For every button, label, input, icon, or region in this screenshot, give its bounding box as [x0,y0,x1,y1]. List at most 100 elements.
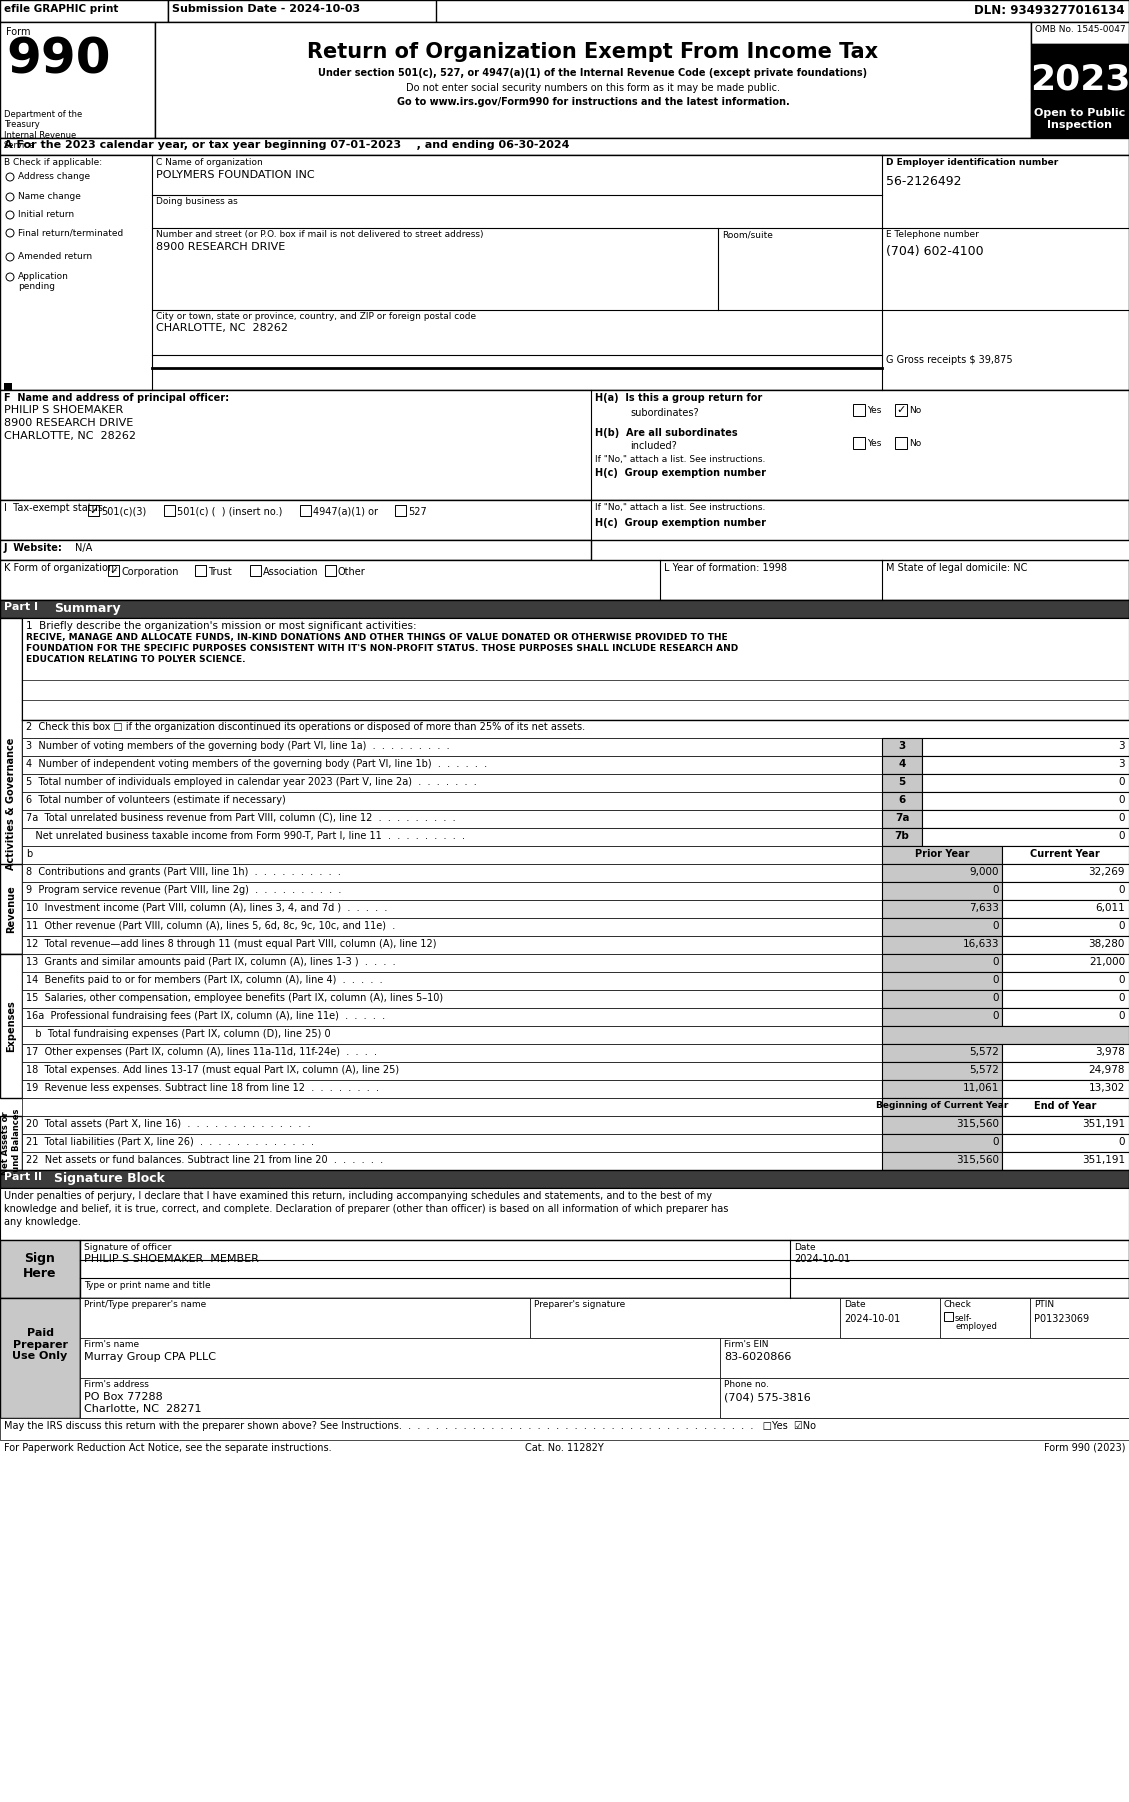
Text: any knowledge.: any knowledge. [5,1216,81,1227]
Text: employed: employed [955,1323,997,1332]
Text: Do not enter social security numbers on this form as it may be made public.: Do not enter social security numbers on … [406,83,780,94]
Text: Net unrelated business taxable income from Form 990-T, Part I, line 11  .  .  . : Net unrelated business taxable income fr… [26,831,465,842]
Text: 0: 0 [1119,1011,1124,1022]
Text: PTIN: PTIN [1034,1299,1054,1308]
Text: 527: 527 [408,506,427,517]
Text: 8900 RESEARCH DRIVE: 8900 RESEARCH DRIVE [156,241,286,252]
Text: b: b [26,849,33,860]
Bar [882,775,922,793]
Bar [1003,1133,1129,1151]
Text: 13,302: 13,302 [1088,1083,1124,1094]
Text: D Employer identification number: D Employer identification number [886,159,1058,168]
Text: Part II: Part II [5,1171,42,1182]
Text: Firm's address: Firm's address [84,1380,149,1389]
Text: efile GRAPHIC print: efile GRAPHIC print [5,4,119,14]
Text: b  Total fundraising expenses (Part IX, column (D), line 25) 0: b Total fundraising expenses (Part IX, c… [26,1029,331,1040]
Text: Under penalties of perjury, I declare that I have examined this return, includin: Under penalties of perjury, I declare th… [5,1191,712,1200]
Text: 7,633: 7,633 [969,903,999,914]
Text: 21  Total liabilities (Part X, line 26)  .  .  .  .  .  .  .  .  .  .  .  .  .: 21 Total liabilities (Part X, line 26) .… [26,1137,314,1148]
Text: 17  Other expenses (Part IX, column (A), lines 11a-11d, 11f-24e)  .  .  .  .: 17 Other expenses (Part IX, column (A), … [26,1047,377,1058]
Bar [720,1379,1129,1418]
Bar [882,1043,1003,1061]
Text: K Form of organization:: K Form of organization: [5,562,117,573]
Text: 16a  Professional fundraising fees (Part IX, column (A), line 11e)  .  .  .  .  : 16a Professional fundraising fees (Part … [26,1011,385,1022]
Bar [21,971,882,989]
Text: Expenses: Expenses [6,1000,16,1052]
Text: F  Name and address of principal officer:: F Name and address of principal officer: [5,393,229,404]
Text: I  Tax-exempt status:: I Tax-exempt status: [5,503,106,514]
Bar [882,971,1003,989]
Bar [882,863,1003,881]
Bar [0,1169,1129,1188]
Bar [21,845,882,863]
Text: 3,978: 3,978 [1095,1047,1124,1058]
Bar [882,1151,1003,1169]
Bar [922,793,1129,811]
Text: 3  Number of voting members of the governing body (Part VI, line 1a)  .  .  .  .: 3 Number of voting members of the govern… [26,741,449,751]
Text: 2023: 2023 [1030,61,1129,96]
Text: 315,560: 315,560 [956,1119,999,1130]
Text: Date: Date [794,1243,815,1252]
Text: City or town, state or province, country, and ZIP or foreign postal code: City or town, state or province, country… [156,312,476,321]
Bar [1003,1115,1129,1133]
Text: 11  Other revenue (Part VIII, column (A), lines 5, 6d, 8c, 9c, 10c, and 11e)  .: 11 Other revenue (Part VIII, column (A),… [26,921,395,932]
Bar [21,863,882,881]
Bar [21,618,1129,721]
Bar [168,0,436,22]
Text: PO Box 77288: PO Box 77288 [84,1391,163,1402]
Text: Address change: Address change [18,171,90,180]
Bar [882,1115,1003,1133]
Bar [0,22,155,139]
Text: Return of Organization Exempt From Income Tax: Return of Organization Exempt From Incom… [307,41,878,61]
Text: Preparer's signature: Preparer's signature [534,1299,625,1308]
Bar [21,1151,882,1169]
Text: 12  Total revenue—add lines 8 through 11 (must equal Part VIII, column (A), line: 12 Total revenue—add lines 8 through 11 … [26,939,437,950]
Text: Sign
Here: Sign Here [24,1252,56,1279]
Text: Amended return: Amended return [18,252,93,261]
Text: 0: 0 [1119,777,1124,787]
Text: 0: 0 [992,1011,999,1022]
Bar [1003,971,1129,989]
Text: 501(c)(3): 501(c)(3) [100,506,147,517]
Text: Doing business as: Doing business as [156,196,238,205]
Bar [21,935,882,953]
Bar [0,139,1129,155]
Bar [21,1025,882,1043]
Text: 13  Grants and similar amounts paid (Part IX, column (A), lines 1-3 )  .  .  .  : 13 Grants and similar amounts paid (Part… [26,957,395,968]
Text: Other: Other [338,568,366,577]
Text: No: No [909,440,921,449]
Bar [882,845,1003,863]
Text: 2024-10-01: 2024-10-01 [844,1314,900,1324]
Text: C Name of organization: C Name of organization [156,159,263,168]
Bar [21,989,882,1007]
Text: EDUCATION RELATING TO POLYER SCIENCE.: EDUCATION RELATING TO POLYER SCIENCE. [26,654,245,663]
Text: 9  Program service revenue (Part VIII, line 2g)  .  .  .  .  .  .  .  .  .  .: 9 Program service revenue (Part VIII, li… [26,885,341,896]
Text: Trust: Trust [208,568,231,577]
Text: 3: 3 [1119,741,1124,751]
Bar [882,757,922,775]
Bar [882,811,922,827]
Text: 21,000: 21,000 [1088,957,1124,968]
Text: 5,572: 5,572 [969,1065,999,1076]
Text: 4  Number of independent voting members of the governing body (Part VI, line 1b): 4 Number of independent voting members o… [26,759,487,769]
Text: Cat. No. 11282Y: Cat. No. 11282Y [525,1443,603,1452]
Bar [1003,1061,1129,1079]
Bar [155,22,1031,139]
Bar [882,1097,1003,1115]
Text: 351,191: 351,191 [1082,1155,1124,1166]
Text: DLN: 93493277016134: DLN: 93493277016134 [974,4,1124,16]
Text: 0: 0 [1119,831,1124,842]
Text: Print/Type preparer's name: Print/Type preparer's name [84,1299,207,1308]
Text: 56-2126492: 56-2126492 [886,175,962,187]
Bar [882,935,1003,953]
Bar [0,863,21,953]
Text: 4947(a)(1) or: 4947(a)(1) or [313,506,378,517]
Bar [1003,845,1129,863]
Bar [88,505,99,515]
Text: Name change: Name change [18,193,81,202]
Text: Signature of officer: Signature of officer [84,1243,172,1252]
Text: E Telephone number: E Telephone number [886,231,979,240]
Text: PHILIP S SHOEMAKER  MEMBER: PHILIP S SHOEMAKER MEMBER [84,1254,259,1263]
Bar [195,566,205,577]
Text: Initial return: Initial return [18,211,75,220]
